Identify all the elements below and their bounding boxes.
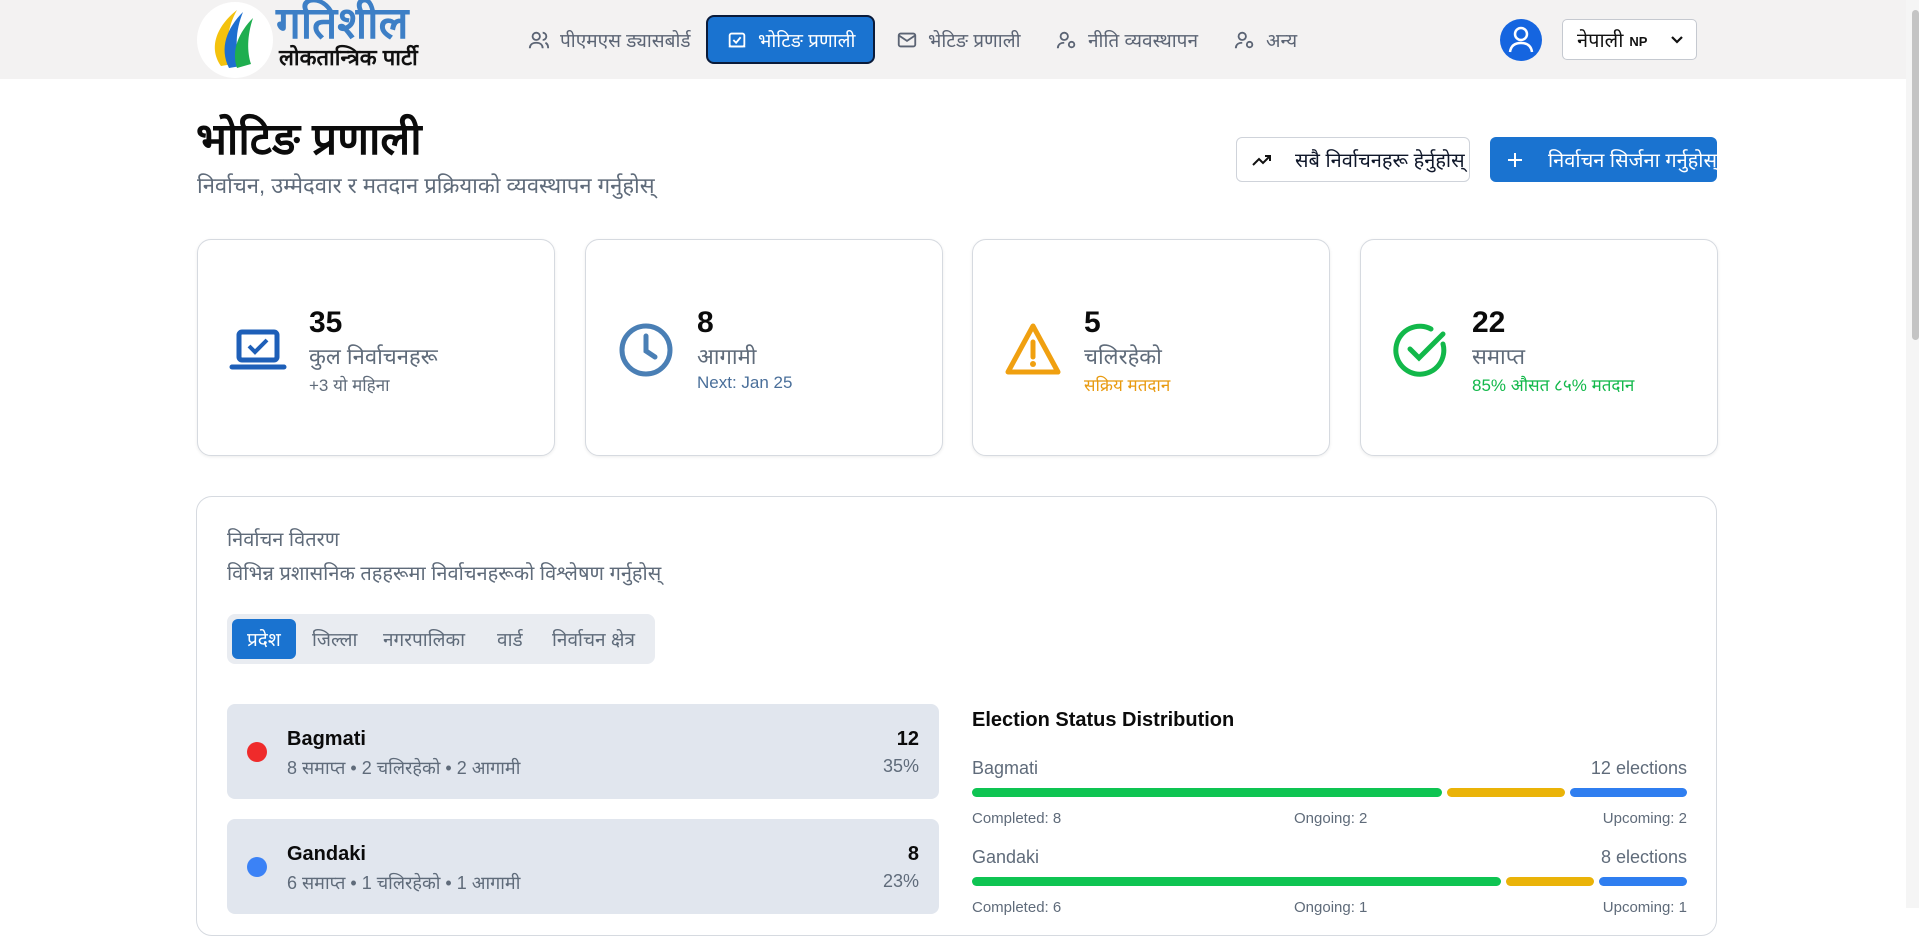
stat-label: आगामी <box>697 344 757 369</box>
chevron-down-icon <box>1671 36 1683 44</box>
language-select[interactable]: नेपाली NP <box>1562 19 1697 60</box>
trending-up-icon <box>1252 154 1271 166</box>
user-avatar[interactable] <box>1500 19 1542 61</box>
nav-label: नीति व्यवस्थापन <box>1088 30 1198 52</box>
ongoing-label: Ongoing: 2 <box>1294 810 1368 827</box>
users-icon <box>528 31 550 48</box>
nav-label: अन्य <box>1266 30 1298 52</box>
region-dot <box>247 857 267 877</box>
status-row-name: Gandaki <box>972 847 1040 867</box>
region-row[interactable]: Gandaki 6 समाप्त • 1 चलिरहेको • 1 आगामी … <box>227 819 939 914</box>
nav-voting-system[interactable]: भोटिङ प्रणाली <box>706 15 876 64</box>
region-row[interactable]: Bagmati 8 समाप्त • 2 चलिरहेको • 2 आगामी … <box>227 704 939 799</box>
logo-emblem-icon <box>214 10 253 68</box>
stat-note: 85% औसत ८५% मतदान <box>1472 376 1635 395</box>
stat-card-total: 35 कुल निर्वाचनहरू +3 यो महिना <box>197 239 555 456</box>
region-dot <box>247 742 267 762</box>
page-subtitle: निर्वाचन, उम्मेदवार र मतदान प्रक्रियाको … <box>197 173 655 198</box>
status-bar <box>972 788 1687 797</box>
stat-value: 22 <box>1472 306 1506 339</box>
region-name: Bagmati <box>287 728 366 750</box>
view-all-elections-button[interactable]: सबै निर्वाचनहरू हेर्नुहोस् <box>1236 137 1470 182</box>
user-settings-icon <box>1234 31 1254 48</box>
language-code: NP <box>1629 34 1648 49</box>
mail-icon <box>897 32 917 47</box>
nav-label: भेटिङ प्रणाली <box>928 30 1021 52</box>
region-count: 8 <box>907 843 919 865</box>
panel-title: निर्वाचन वितरण <box>227 529 340 551</box>
nav-pms-dashboard[interactable]: पीएमएस ड्यासबोर्ड <box>510 15 709 64</box>
upcoming-segment <box>1598 877 1687 886</box>
top-navbar: गतिशील लोकतान्त्रिक पार्टी पीएमएस ड्यासब… <box>0 0 1919 79</box>
election-distribution-panel: निर्वाचन वितरण विभिन्न प्रशासनिक तहहरूमा… <box>196 496 1717 936</box>
completed-segment <box>972 788 1442 797</box>
status-row-count: 12 elections <box>1590 758 1687 778</box>
nav-label: भोटिङ प्रणाली <box>758 30 856 52</box>
stat-label: समाप्त <box>1472 344 1526 369</box>
scrollbar-thumb[interactable] <box>1912 10 1919 340</box>
stat-note: +3 यो महिना <box>309 376 390 395</box>
create-election-button[interactable]: निर्वाचन सिर्जना गर्नुहोस् <box>1490 137 1717 182</box>
user-settings-icon <box>1056 31 1076 48</box>
tab-constituency[interactable]: निर्वाचन क्षेत्र <box>552 630 635 651</box>
page-title: भोटिङ प्रणाली <box>196 115 422 164</box>
warning-icon <box>1005 323 1061 375</box>
stat-note: सक्रिय मतदान <box>1084 376 1171 395</box>
nav-label: पीएमएस ड्यासबोर्ड <box>560 30 691 52</box>
nav-other[interactable]: अन्य <box>1216 15 1315 64</box>
region-name: Gandaki <box>287 843 366 865</box>
tab-municipality[interactable]: नगरपालिका <box>383 630 466 651</box>
level-tabs: प्रदेश जिल्ला नगरपालिका वार्ड निर्वाचन क… <box>227 614 655 664</box>
clock-icon <box>619 323 673 377</box>
ongoing-segment <box>1505 877 1594 886</box>
stat-value: 8 <box>697 306 714 339</box>
stat-value: 5 <box>1084 306 1101 339</box>
tab-province[interactable]: प्रदेश <box>232 619 296 659</box>
plus-icon <box>1508 152 1522 167</box>
region-stats: 8 समाप्त • 2 चलिरहेको • 2 आगामी <box>287 758 521 778</box>
vote-box-icon <box>728 32 746 47</box>
completed-label: Completed: 8 <box>972 810 1062 827</box>
check-circle-icon <box>1393 323 1447 377</box>
stat-label: कुल निर्वाचनहरू <box>309 344 438 369</box>
view-all-label: सबै निर्वाचनहरू हेर्नुहोस् <box>1295 150 1465 172</box>
panel-subtitle: विभिन्न प्रशासनिक तहहरूमा निर्वाचनहरूको … <box>227 563 662 585</box>
stat-value: 35 <box>309 306 343 339</box>
nav-vetting-system[interactable]: भेटिङ प्रणाली <box>878 15 1039 64</box>
user-icon <box>1508 26 1534 53</box>
tab-district[interactable]: जिल्ला <box>312 630 358 651</box>
stat-note: Next: Jan 25 <box>697 373 793 392</box>
status-distribution-title: Election Status Distribution <box>972 709 1235 731</box>
upcoming-label: Upcoming: 2 <box>1602 810 1687 827</box>
laptop-check-icon <box>229 329 287 370</box>
region-percent: 35% <box>882 756 919 776</box>
status-row-count: 8 elections <box>1600 847 1687 867</box>
region-percent: 23% <box>882 871 919 891</box>
status-bar <box>972 877 1687 886</box>
stat-card-upcoming: 8 आगामी Next: Jan 25 <box>585 239 943 456</box>
status-row-name: Bagmati <box>972 758 1039 778</box>
region-stats: 6 समाप्त • 1 चलिरहेको • 1 आगामी <box>287 873 521 893</box>
tab-ward[interactable]: वार्ड <box>497 630 523 651</box>
brand-subtitle: लोकतान्त्रिक पार्टी <box>279 45 418 70</box>
stat-label: चलिरहेको <box>1084 344 1162 369</box>
create-label: निर्वाचन सिर्जना गर्नुहोस् <box>1548 150 1717 172</box>
stat-card-ongoing: 5 चलिरहेको सक्रिय मतदान <box>972 239 1330 456</box>
party-logo[interactable] <box>197 2 273 78</box>
stat-card-completed: 22 समाप्त 85% औसत ८५% मतदान <box>1360 239 1718 456</box>
language-label: नेपाली <box>1577 30 1624 52</box>
ongoing-segment <box>1447 788 1565 797</box>
region-count: 12 <box>896 728 919 750</box>
brand-title: गतिशील <box>276 0 409 49</box>
upcoming-segment <box>1569 788 1687 797</box>
nav-policy-management[interactable]: नीति व्यवस्थापन <box>1038 15 1216 64</box>
completed-segment <box>972 877 1501 886</box>
